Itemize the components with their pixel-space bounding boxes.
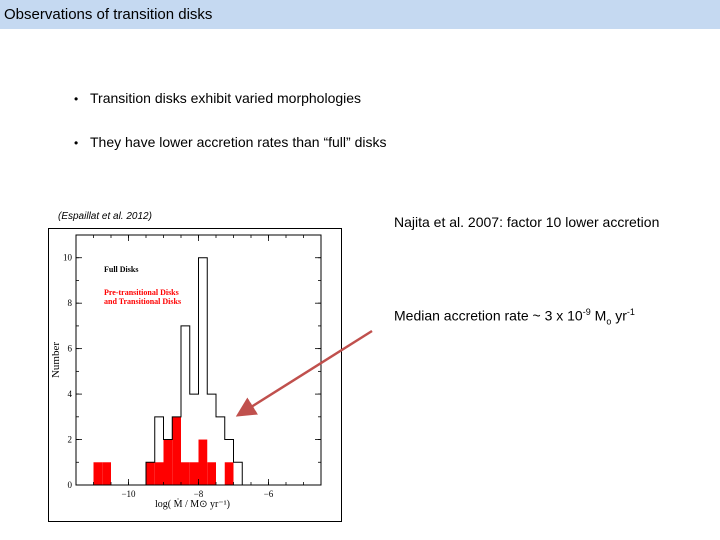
legend-transition-line2: and Transitional Disks: [104, 297, 181, 306]
transition-bar: [181, 462, 190, 485]
transition-bar: [154, 462, 164, 485]
title-bar: Observations of transition disks: [0, 0, 720, 29]
slide-title: Observations of transition disks: [4, 6, 213, 23]
figure-citation: (Espaillat et al. 2012): [58, 211, 152, 222]
transition-bars: [93, 416, 234, 485]
legend-transition-line1: Pre-transitional Disks: [104, 288, 179, 297]
x-tick-label: −8: [194, 489, 204, 499]
bullet-1-text: Transition disks exhibit varied morpholo…: [90, 90, 362, 106]
median-unit: yr: [611, 307, 627, 324]
transition-bar: [172, 416, 181, 485]
bullet-dot-icon: •: [74, 92, 79, 106]
median-prefix: Median accretion rate ~ 3 x 10: [394, 307, 583, 324]
y-tick-label: 8: [68, 298, 73, 308]
bullet-2: • They have lower accretion rates than “f…: [74, 134, 386, 150]
bullet-2-text: They have lower accretion rates than “fu…: [90, 134, 387, 150]
y-tick-label: 4: [68, 389, 73, 399]
transition-bar: [198, 439, 208, 485]
transition-bar: [163, 439, 173, 485]
median-sub: o: [606, 316, 612, 327]
median-exp: -9: [582, 307, 591, 317]
transition-bar: [224, 462, 234, 485]
median-rate-note: Median accretion rate ~ 3 x 10-9 Mo yr-1: [394, 307, 635, 326]
median-mid: M: [590, 307, 607, 324]
transition-bar: [93, 462, 103, 485]
najita-note: Najita et al. 2007: factor 10 lower accr…: [394, 214, 660, 230]
transition-bar: [189, 462, 199, 485]
full-disks-outline: [145, 257, 243, 485]
transition-bar: [102, 462, 111, 485]
transition-bar: [146, 462, 155, 485]
histogram-figure: 0 2 4 6 8 10 −10 −8 −6 Number log( Ṁ / M⊙ yr⁻¹) …: [48, 228, 342, 522]
x-tick-label: −6: [264, 489, 274, 499]
y-tick-label: 10: [63, 253, 73, 263]
y-tick-label: 0: [68, 480, 73, 490]
median-unit-exp: -1: [626, 307, 635, 317]
y-tick-label: 6: [68, 344, 73, 354]
legend-full-disks: Full Disks: [104, 265, 138, 274]
y-axis-label: Number: [50, 342, 62, 378]
transition-bar: [207, 462, 216, 485]
y-tick-label: 2: [68, 435, 73, 445]
bullet-dot-icon: •: [74, 136, 79, 150]
tick-labels: 0 2 4 6 8 10 −10 −8 −6: [63, 253, 274, 499]
x-tick-label: −10: [121, 489, 136, 499]
x-axis-label: log( Ṁ / M⊙ yr⁻¹): [155, 498, 230, 510]
bullet-1: • Transition disks exhibit varied morphol…: [74, 90, 361, 106]
